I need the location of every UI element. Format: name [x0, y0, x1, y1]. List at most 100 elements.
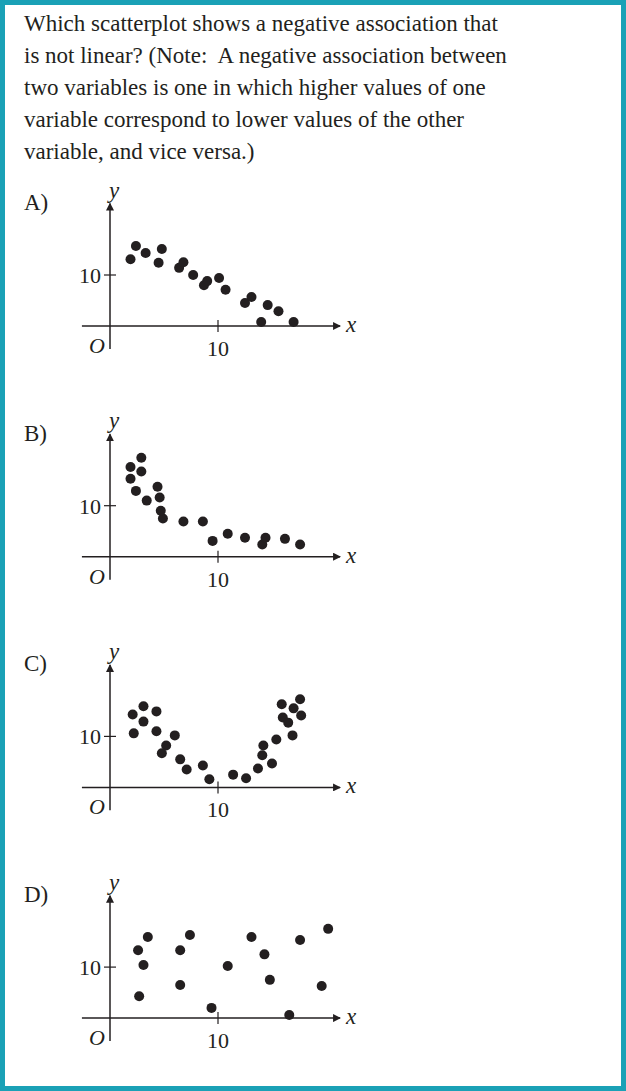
- scatter-point: [175, 980, 185, 990]
- scatter-point: [141, 248, 151, 258]
- background: [0, 0, 626, 1091]
- y-tick: [104, 966, 116, 967]
- scatter-chart: D)xyO1010: [24, 870, 357, 1053]
- y-tick: [104, 736, 116, 737]
- scatter-point: [267, 758, 277, 768]
- x-tick: [217, 781, 218, 793]
- scatter-point: [296, 710, 306, 720]
- scatter-point: [136, 467, 146, 477]
- scatter-point: [157, 748, 167, 758]
- x-tick: [217, 1012, 218, 1024]
- x-tick: [217, 320, 218, 332]
- question-text: is not linear? (Note: A negative associa…: [24, 43, 507, 68]
- scatter-point: [157, 244, 167, 254]
- scatter-point: [223, 529, 233, 539]
- scatter-point: [138, 960, 148, 970]
- scatter-point: [288, 730, 298, 740]
- scatter-point: [151, 726, 161, 736]
- y-tick-label: 10: [79, 494, 101, 519]
- scatter-point: [223, 961, 233, 971]
- option-label: A): [24, 190, 48, 215]
- scatter-point: [126, 462, 136, 472]
- scatter-point: [178, 257, 188, 267]
- scatter-point: [295, 539, 305, 549]
- scatter-point: [246, 292, 256, 302]
- scatter-point: [295, 694, 305, 704]
- scatter-point: [257, 750, 267, 760]
- scatter-point: [221, 285, 231, 295]
- scatter-point: [289, 703, 299, 713]
- scatter-point: [175, 945, 185, 955]
- option-label: C): [24, 651, 47, 676]
- scatter-point: [136, 453, 146, 463]
- frame-border: [3, 3, 624, 1089]
- y-axis: [109, 896, 111, 1041]
- scatter-point: [295, 935, 305, 945]
- scatter-point: [188, 270, 198, 280]
- x-axis-label: x: [345, 1004, 357, 1029]
- origin-label: O: [89, 564, 105, 589]
- y-axis-label: y: [107, 870, 120, 895]
- scatter-point: [253, 764, 263, 774]
- scatter-chart: C)xyO1010: [24, 639, 357, 822]
- scatter-point: [131, 241, 141, 251]
- scatter-point: [323, 924, 333, 934]
- points: [126, 241, 299, 327]
- y-tick-label: 10: [79, 955, 101, 980]
- x-axis-label: x: [345, 773, 357, 798]
- x-tick-label: 10: [207, 567, 229, 592]
- scatter-point: [175, 754, 185, 764]
- scatter-point: [155, 493, 165, 503]
- scatter-point: [246, 932, 256, 942]
- scatter-point: [138, 701, 148, 711]
- scatter-point: [207, 1003, 217, 1013]
- scatter-point: [134, 991, 144, 1001]
- y-tick: [104, 505, 116, 506]
- y-axis-label: y: [107, 639, 120, 664]
- scatter-point: [131, 486, 141, 496]
- scatter-point: [208, 536, 218, 546]
- scatter-point: [185, 930, 195, 940]
- scatter-point: [280, 534, 290, 544]
- question-text: Which scatterplot shows a negative assoc…: [24, 11, 499, 36]
- scatter-point: [256, 317, 266, 327]
- scatter-point: [198, 760, 208, 770]
- x-axis: [82, 556, 340, 558]
- points: [128, 694, 306, 784]
- points: [133, 924, 333, 1020]
- scatter-chart: A)xyO1010: [24, 178, 357, 361]
- scatter-point: [142, 496, 152, 506]
- y-tick-label: 10: [79, 263, 101, 288]
- y-axis: [109, 665, 111, 810]
- scatter-point: [204, 774, 214, 784]
- question-text: variable, and vice versa.): [24, 139, 255, 164]
- scatter-point: [265, 975, 275, 985]
- scatter-point: [214, 273, 224, 283]
- question-text: two variables is one in which higher val…: [24, 75, 486, 100]
- x-axis: [82, 787, 340, 789]
- scatter-point: [277, 699, 287, 709]
- y-axis-label: y: [107, 408, 120, 433]
- scatter-point: [153, 482, 163, 492]
- scatter-point: [154, 258, 164, 268]
- scatter-point: [128, 709, 138, 719]
- scatter-point: [228, 770, 238, 780]
- scatter-point: [126, 254, 136, 264]
- scatter-point: [143, 932, 153, 942]
- scatter-point: [178, 517, 188, 527]
- scatter-point: [126, 474, 136, 484]
- origin-label: O: [89, 333, 105, 358]
- scatter-point: [289, 317, 299, 327]
- x-axis-label: x: [345, 543, 357, 568]
- x-tick-label: 10: [207, 336, 229, 361]
- y-tick-label: 10: [79, 724, 101, 749]
- scatter-point: [271, 734, 281, 744]
- scatter-point: [198, 517, 208, 527]
- scatter-point: [170, 730, 180, 740]
- scatter-point: [182, 765, 192, 775]
- y-axis: [109, 434, 111, 579]
- scatter-point: [240, 533, 250, 543]
- scatter-point: [202, 276, 212, 286]
- x-axis: [82, 1017, 340, 1019]
- option-label: B): [24, 421, 47, 446]
